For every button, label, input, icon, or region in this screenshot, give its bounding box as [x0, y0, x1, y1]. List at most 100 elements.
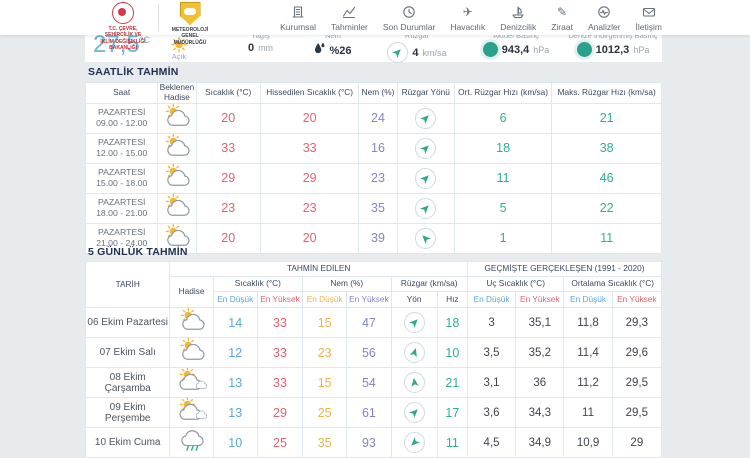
- cell-temp: 20: [195, 102, 261, 134]
- current-temperature: 27,5°C: [93, 31, 150, 58]
- cell-temp: 23: [195, 192, 261, 224]
- col-ext-min: En Düşük: [466, 291, 517, 308]
- cell-weather: [169, 427, 214, 458]
- mail-icon: [642, 5, 656, 19]
- cell-avg-min: 11,4: [563, 337, 613, 368]
- cell-temp-max: 25: [256, 427, 304, 458]
- cell-wind-max: 21: [551, 102, 662, 134]
- hourly-section-title: SAATLİK TAHMİN: [88, 66, 179, 78]
- cell-temp-min: 12: [212, 337, 258, 368]
- col-hum-min: En Düşük: [302, 291, 348, 308]
- col-hadise: Beklenen Hadise: [157, 82, 197, 104]
- mgm-logo[interactable]: METEOROLOJİ GENEL MÜDÜRLÜĞÜ: [166, 2, 214, 46]
- cell-wind-speed: 17: [436, 397, 468, 428]
- col-ortalama-sicaklik: Ortalama Sıcaklık (°C): [563, 276, 662, 292]
- cell-wind-dir: [390, 397, 438, 428]
- hourly-row: PAZARTESİ 12.00 - 15.00 33 33 16: [84, 132, 662, 164]
- cell-temp-max: 29: [256, 397, 304, 428]
- cell-feels: 20: [259, 102, 360, 134]
- nav-item-kurumsal[interactable]: Kurumsal: [280, 5, 316, 32]
- cell-saat: PAZARTESİ 09.00 - 12.00: [84, 102, 159, 134]
- cell-humidity: 23: [358, 162, 398, 194]
- cell-wind-dir: [396, 162, 455, 194]
- metric-pressure-sea: Denize İndirgenmiş Basınç 1012,3 hPa: [568, 31, 658, 57]
- col-hissedilen: Hissedilen Sıcaklık (°C): [259, 82, 360, 104]
- ministry-logo-line1: T.C. ÇEVRE, ŞEHİRCİLİK VE: [104, 26, 142, 39]
- cell-humidity: 16: [358, 132, 398, 164]
- cell-wind-dir: [390, 427, 438, 458]
- cell-wind-speed: 18: [436, 307, 468, 338]
- cell-hum-max: 61: [346, 397, 392, 428]
- cell-wind-speed: 11: [436, 427, 468, 458]
- col-ext-max: En Yüksek: [515, 291, 565, 308]
- cell-temp: 29: [195, 162, 261, 194]
- cell-hum-min: 15: [302, 307, 348, 338]
- cell-humidity: 39: [358, 222, 398, 254]
- cell-saat: PAZARTESİ 12.00 - 15.00: [84, 132, 159, 164]
- gauge-icon: [576, 42, 592, 57]
- group-historical: GEÇMİŞTE GERÇEKLEŞEN (1991 - 2020): [466, 261, 663, 277]
- cell-humidity: 24: [358, 102, 398, 134]
- daily-leaf-header-row: En Düşük En Yüksek En Düşük En Yüksek Yö…: [86, 291, 663, 308]
- weather-icon: [176, 338, 208, 363]
- weather-icon: [161, 164, 193, 188]
- cell-hum-max: 47: [346, 307, 392, 338]
- nav-item-iletisim[interactable]: İletişim: [636, 5, 662, 32]
- cell-ext-min: 4,5: [466, 427, 517, 458]
- cell-weather: [157, 102, 197, 134]
- hourly-forecast-table: Saat Beklenen Hadise Sıcaklık (°C) Hisse…: [84, 82, 662, 254]
- nav-item-analizler[interactable]: Analizler: [588, 5, 621, 32]
- nav-item-havacilik[interactable]: ✈ Havacılık: [450, 5, 486, 32]
- cell-wind-avg: 5: [453, 192, 553, 224]
- cell-wind-max: 38: [551, 132, 662, 164]
- analysis-icon: [597, 5, 611, 19]
- ministry-logo[interactable]: T.C. ÇEVRE, ŞEHİRCİLİK VE İKLİM DEĞİŞİKL…: [95, 2, 151, 51]
- plane-icon: ✈: [462, 5, 473, 19]
- cell-wind-avg: 1: [453, 222, 553, 254]
- daily-row: 08 Ekim Çarşamba 13 33 15 54: [84, 367, 663, 398]
- nav-item-tahminler[interactable]: Tahminler: [331, 5, 368, 32]
- cell-ext-max: 35,1: [515, 307, 565, 338]
- col-hadise: Hadise: [169, 276, 214, 308]
- cell-saat: PAZARTESİ 18.00 - 21.00: [84, 192, 159, 224]
- cell-avg-min: 11,8: [563, 307, 613, 338]
- cell-weather: [157, 192, 197, 224]
- cell-temp: 20: [195, 222, 261, 254]
- cell-weather: [169, 397, 214, 428]
- cell-wind-speed: 10: [436, 337, 468, 368]
- cell-wind-dir: [390, 337, 438, 368]
- wind-arrow-icon: [387, 42, 409, 63]
- cell-wind-dir: [396, 102, 455, 134]
- cell-wind-avg: 18: [453, 132, 553, 164]
- cell-wind-max: 22: [551, 192, 662, 224]
- cell-ext-min: 3,6: [466, 397, 517, 428]
- cell-date: 08 Ekim Çarşamba: [84, 367, 171, 398]
- col-uc-sicaklik: Uç Sıcaklık (°C): [466, 276, 565, 292]
- nav-item-son-durumlar[interactable]: Son Durumlar: [383, 5, 435, 32]
- wind-direction-icon: [403, 342, 425, 363]
- cell-wind-max: 11: [551, 222, 662, 254]
- wind-direction-icon: [403, 432, 425, 453]
- cell-temp-min: 14: [212, 307, 258, 338]
- group-predicted: TAHMİN EDİLEN: [169, 261, 468, 277]
- ministry-logo-line2: İKLİM DEĞİŞİKLİĞİ BAKANLIĞI: [100, 38, 146, 51]
- metric-humidity: Nem %26: [300, 25, 366, 62]
- cell-temp-min: 10: [212, 427, 258, 458]
- nav-item-ziraat[interactable]: ✎ Ziraat: [551, 5, 573, 32]
- cell-avg-min: 11: [563, 397, 613, 428]
- cell-wind-dir: [390, 307, 438, 338]
- nav-item-denizcilik[interactable]: Denizcilik: [500, 5, 536, 32]
- weather-icon: [161, 194, 193, 218]
- cell-hum-min: 23: [302, 337, 348, 368]
- col-nem: Nem (%): [358, 82, 398, 104]
- cell-weather: [157, 132, 197, 164]
- col-nem: Nem (%): [302, 276, 392, 292]
- daily-section-title: 5 GÜNLÜK TAHMİN: [88, 246, 188, 258]
- hourly-row: PAZARTESİ 15.00 - 18.00 29 29 23: [84, 162, 662, 194]
- cell-feels: 23: [259, 192, 360, 224]
- wind-direction-icon: [415, 107, 437, 129]
- cell-avg-max: 29: [611, 427, 663, 458]
- col-hum-max: En Yüksek: [346, 291, 392, 308]
- cell-hum-min: 25: [302, 397, 348, 428]
- hourly-row: PAZARTESİ 18.00 - 21.00 23 23 35: [84, 192, 662, 224]
